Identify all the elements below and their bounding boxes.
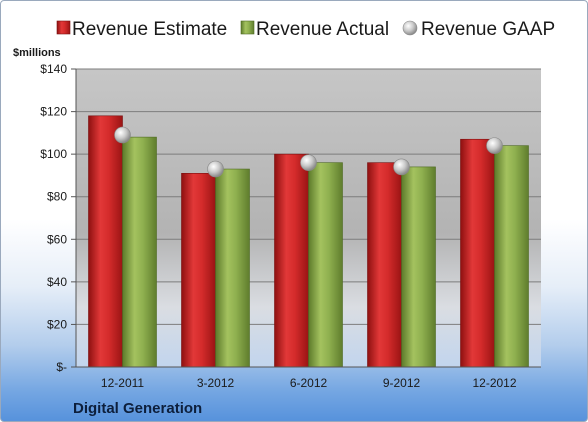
bar-revenue-estimate [88,115,123,368]
bar-revenue-estimate [274,153,309,368]
bar-revenue-estimate [460,138,495,368]
legend: Revenue Estimate Revenue Actual Revenue … [56,19,555,40]
y-axis-ticks: $140 $120 $100 $80 $60 $40 $20 $- [40,62,77,374]
company-name: Digital Generation [73,400,202,417]
y-tick-label: $60 [47,232,67,246]
y-axis-unit-label: $millions [13,47,61,59]
bar-revenue-actual [308,162,343,368]
marker-revenue-gaap [207,160,224,178]
bar-revenue-actual [494,145,529,368]
legend-item-actual: Revenue Actual [240,19,389,40]
legend-swatch-actual [240,20,255,35]
legend-label-estimate: Revenue Estimate [72,19,227,40]
y-tick-label: $- [56,360,67,374]
x-tick-label: 12-2012 [472,376,516,390]
y-tick-label: $120 [40,105,67,119]
bar-revenue-estimate [181,173,216,368]
y-tick-label: $80 [47,190,67,204]
legend-label-gaap: Revenue GAAP [421,19,555,40]
legend-swatch-estimate [56,20,71,35]
bar-revenue-actual [215,168,250,368]
legend-item-gaap: Revenue GAAP [402,19,555,40]
x-tick-label: 9-2012 [383,376,421,390]
y-tick-label: $20 [47,317,67,331]
x-tick-label: 12-2011 [101,376,144,390]
marker-revenue-gaap [114,126,131,144]
legend-item-estimate: Revenue Estimate [56,19,227,40]
legend-label-actual: Revenue Actual [256,19,389,40]
bar-revenue-actual [122,136,157,368]
bars [88,115,529,368]
y-tick-label: $140 [40,62,67,76]
bar-revenue-actual [401,166,436,368]
x-tick-label: 3-2012 [197,376,235,390]
legend-marker-gaap [402,20,418,36]
gaap-markers [114,126,503,178]
y-tick-label: $40 [47,275,67,289]
marker-revenue-gaap [486,137,503,154]
x-axis-ticks: 12-2011 3-2012 6-2012 9-2012 12-2012 [76,366,541,390]
y-tick-label: $100 [40,147,67,161]
x-tick-label: 6-2012 [290,376,328,390]
marker-revenue-gaap [393,158,410,176]
bar-revenue-estimate [367,162,402,368]
marker-revenue-gaap [300,154,317,171]
